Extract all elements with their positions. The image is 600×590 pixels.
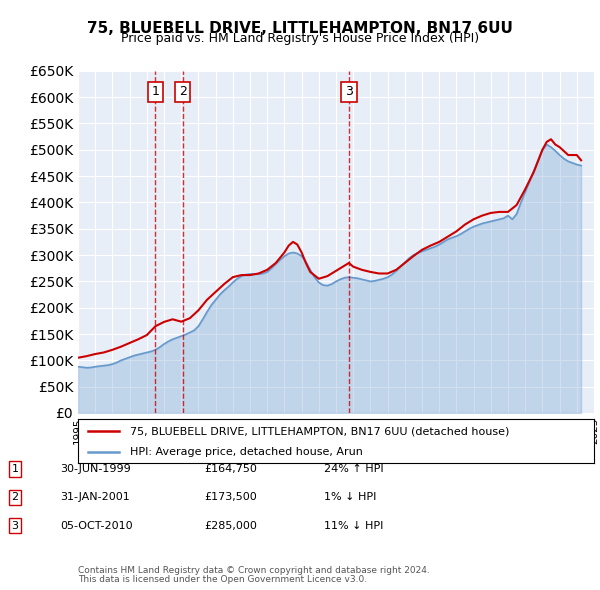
Text: 3: 3 xyxy=(11,521,19,530)
Text: 1: 1 xyxy=(11,464,19,474)
Text: HPI: Average price, detached house, Arun: HPI: Average price, detached house, Arun xyxy=(130,447,362,457)
Text: £285,000: £285,000 xyxy=(204,521,257,530)
Text: This data is licensed under the Open Government Licence v3.0.: This data is licensed under the Open Gov… xyxy=(78,575,367,584)
Text: 31-JAN-2001: 31-JAN-2001 xyxy=(60,493,130,502)
Text: 1: 1 xyxy=(151,86,160,99)
Text: 1% ↓ HPI: 1% ↓ HPI xyxy=(324,493,376,502)
Text: 30-JUN-1999: 30-JUN-1999 xyxy=(60,464,131,474)
Text: 24% ↑ HPI: 24% ↑ HPI xyxy=(324,464,383,474)
Text: 2: 2 xyxy=(11,493,19,502)
Text: £164,750: £164,750 xyxy=(204,464,257,474)
Text: 11% ↓ HPI: 11% ↓ HPI xyxy=(324,521,383,530)
Text: 05-OCT-2010: 05-OCT-2010 xyxy=(60,521,133,530)
Text: 75, BLUEBELL DRIVE, LITTLEHAMPTON, BN17 6UU: 75, BLUEBELL DRIVE, LITTLEHAMPTON, BN17 … xyxy=(87,21,513,35)
Text: 2: 2 xyxy=(179,86,187,99)
Text: 75, BLUEBELL DRIVE, LITTLEHAMPTON, BN17 6UU (detached house): 75, BLUEBELL DRIVE, LITTLEHAMPTON, BN17 … xyxy=(130,427,509,436)
Text: 3: 3 xyxy=(345,86,353,99)
Text: Contains HM Land Registry data © Crown copyright and database right 2024.: Contains HM Land Registry data © Crown c… xyxy=(78,566,430,575)
Text: £173,500: £173,500 xyxy=(204,493,257,502)
Text: Price paid vs. HM Land Registry's House Price Index (HPI): Price paid vs. HM Land Registry's House … xyxy=(121,32,479,45)
